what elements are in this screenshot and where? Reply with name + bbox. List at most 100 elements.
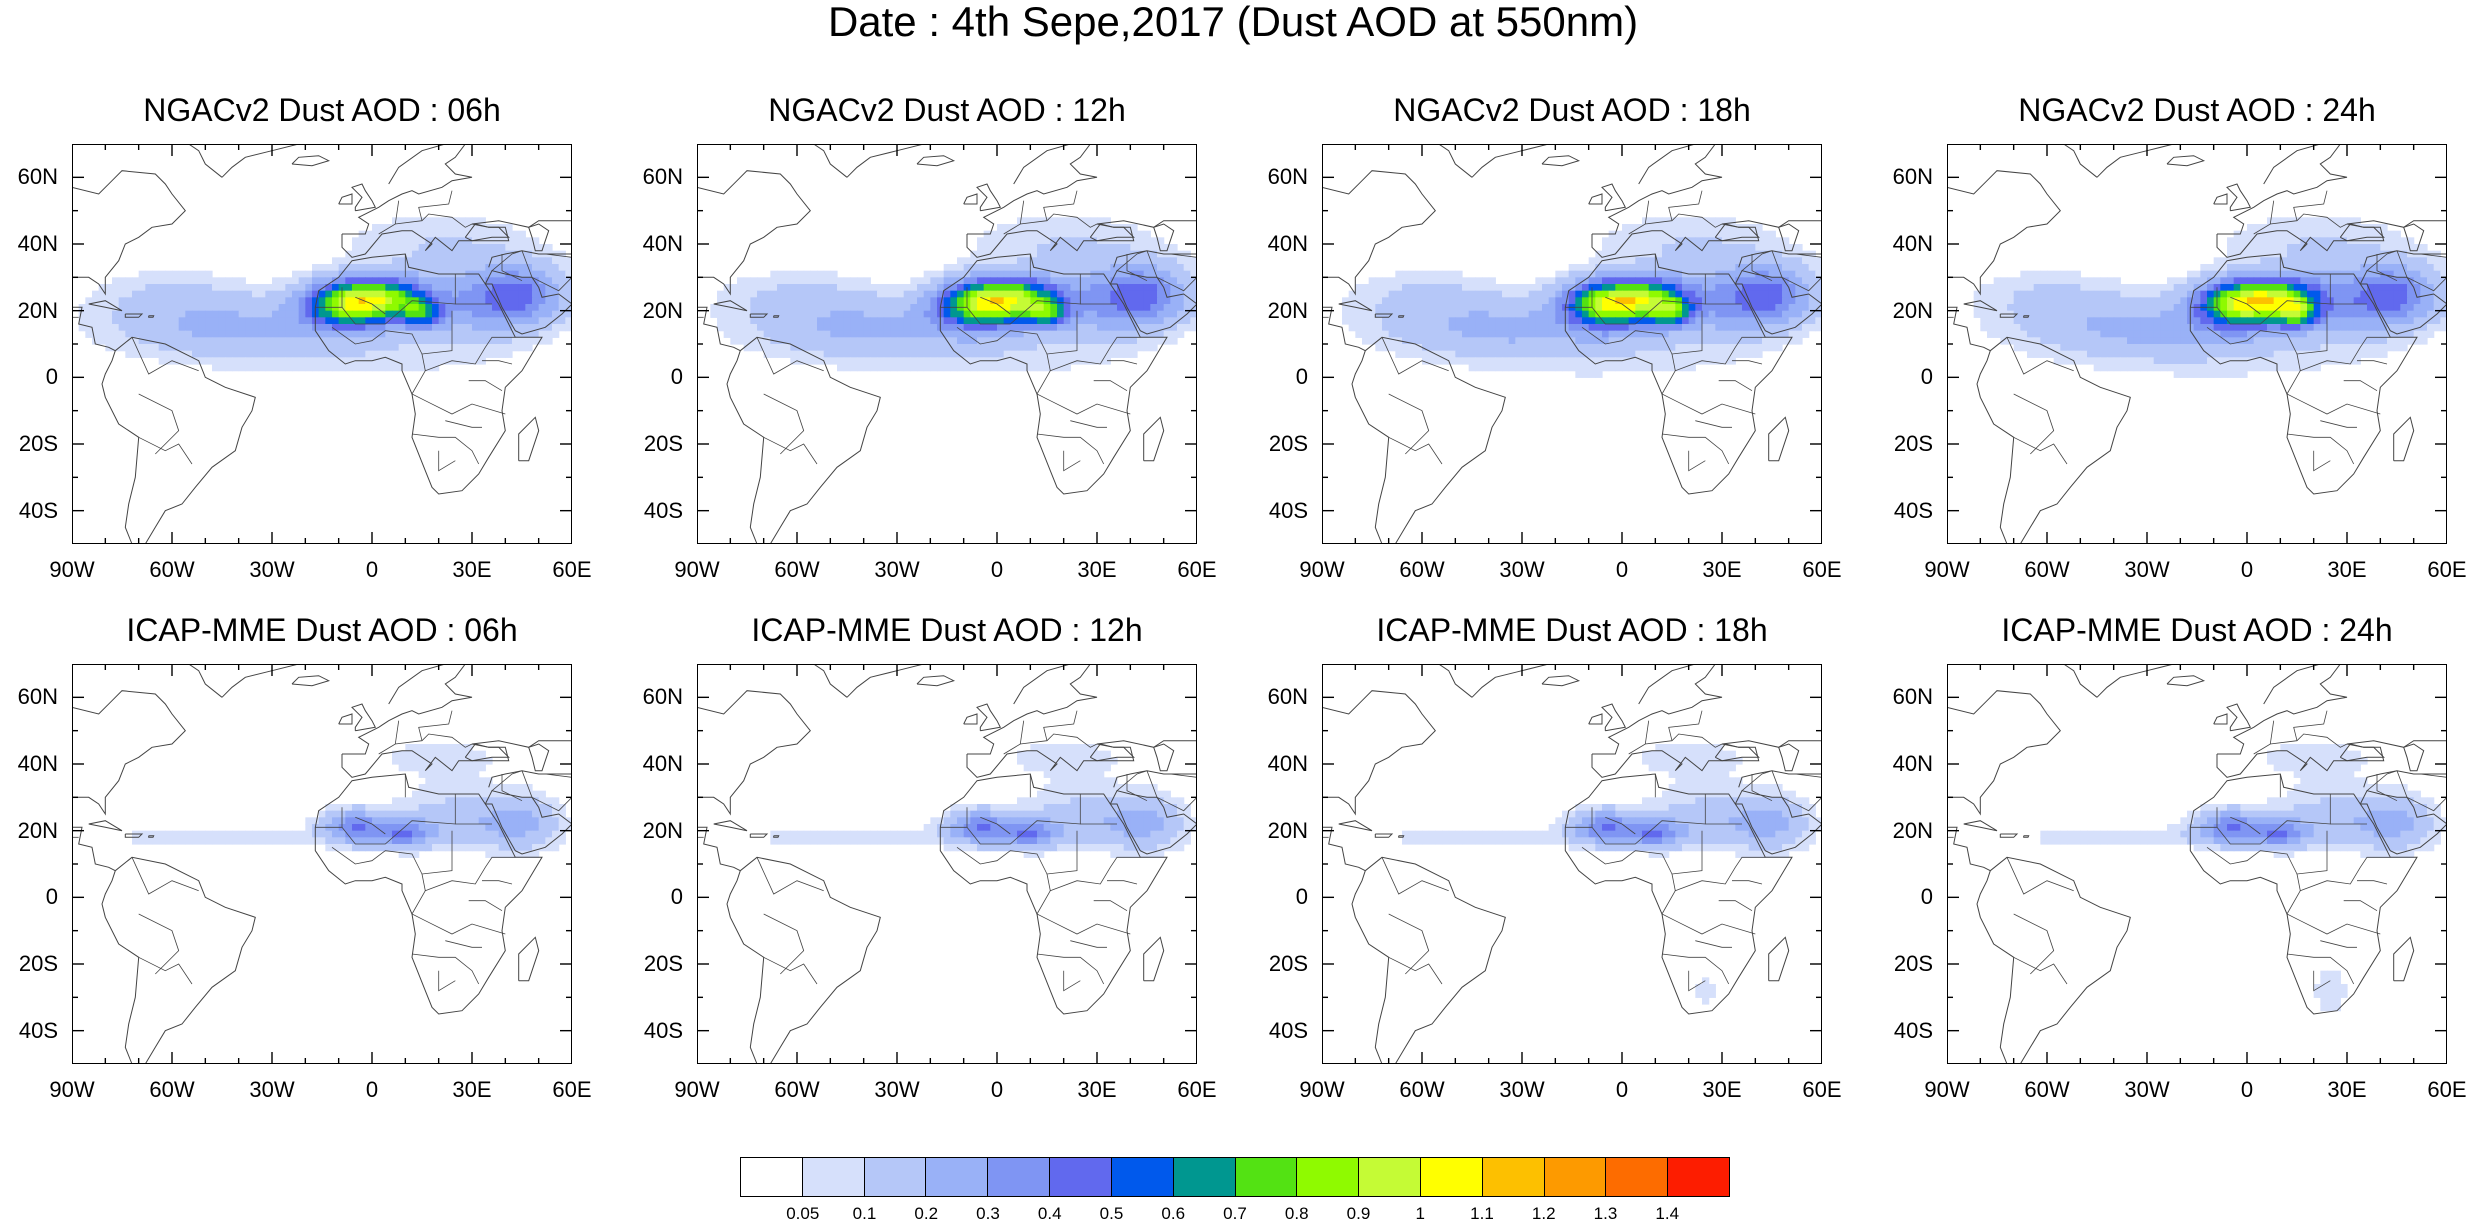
aod-cell xyxy=(305,271,312,278)
aod-cell xyxy=(259,297,266,304)
aod-cell xyxy=(305,337,312,344)
aod-cell xyxy=(2354,311,2361,318)
aod-cell xyxy=(870,291,877,298)
aod-cell xyxy=(2280,284,2287,291)
aod-cell xyxy=(1422,337,1429,344)
aod-cell xyxy=(1575,337,1582,344)
aod-cell xyxy=(239,304,246,311)
aod-cell xyxy=(870,364,877,371)
aod-cell xyxy=(485,324,492,331)
aod-cell xyxy=(1104,317,1111,324)
aod-cell xyxy=(1609,304,1616,311)
aod-cell xyxy=(1415,311,1422,318)
aod-cell xyxy=(2100,311,2107,318)
aod-cell xyxy=(1702,324,1709,331)
aod-cell xyxy=(2034,317,2041,324)
aod-cell xyxy=(1030,317,1037,324)
aod-cell xyxy=(2294,244,2301,251)
aod-cell xyxy=(399,284,406,291)
aod-cell xyxy=(1795,317,1802,324)
aod-cell xyxy=(1402,351,1409,358)
aod-cell xyxy=(345,284,352,291)
aod-cell xyxy=(1655,231,1662,238)
aod-cell xyxy=(2067,337,2074,344)
aod-cell xyxy=(1449,344,1456,351)
aod-cell xyxy=(950,291,957,298)
aod-cell xyxy=(717,311,724,318)
aod-cell xyxy=(2080,277,2087,284)
aod-cell xyxy=(1529,317,1536,324)
aod-cell xyxy=(1409,317,1416,324)
aod-cell xyxy=(2067,317,2074,324)
aod-cell xyxy=(212,291,219,298)
aod-cell xyxy=(2414,271,2421,278)
aod-cell xyxy=(419,257,426,264)
aod-cell xyxy=(2094,331,2101,338)
aod-cell xyxy=(1649,277,1656,284)
aod-cell xyxy=(2334,284,2341,291)
aod-cell xyxy=(205,344,212,351)
aod-cell xyxy=(1722,331,1729,338)
aod-cell xyxy=(85,317,92,324)
aod-cell xyxy=(1709,291,1716,298)
aod-cell xyxy=(1529,344,1536,351)
aod-cell xyxy=(1635,304,1642,311)
aod-cell xyxy=(379,344,386,351)
aod-cell xyxy=(2040,337,2047,344)
aod-cell xyxy=(2087,337,2094,344)
aod-cell xyxy=(519,231,526,238)
aod-cell xyxy=(2320,224,2327,231)
aod-cell xyxy=(1057,244,1064,251)
aod-cell xyxy=(292,271,299,278)
aod-cell xyxy=(332,284,339,291)
aod-cell xyxy=(857,311,864,318)
aod-cell xyxy=(2274,237,2281,244)
aod-cell xyxy=(1409,284,1416,291)
aod-cell xyxy=(2074,304,2081,311)
aod-cell xyxy=(465,284,472,291)
aod-cell xyxy=(2180,337,2187,344)
aod-cell xyxy=(1702,251,1709,258)
aod-cell xyxy=(1409,351,1416,358)
aod-cell xyxy=(345,331,352,338)
aod-cell xyxy=(1689,224,1696,231)
aod-cell xyxy=(824,324,831,331)
aod-cell xyxy=(2180,297,2187,304)
aod-cell xyxy=(1702,311,1709,318)
lat-tick-label: 0 xyxy=(1296,366,1308,388)
aod-cell xyxy=(2327,231,2334,238)
aod-cell xyxy=(1495,357,1502,364)
aod-cell xyxy=(1515,317,1522,324)
aod-cell xyxy=(2054,344,2061,351)
aod-cell xyxy=(850,331,857,338)
aod-cell xyxy=(2260,237,2267,244)
aod-cell xyxy=(1702,224,1709,231)
aod-cell xyxy=(2107,304,2114,311)
aod-cell xyxy=(145,351,152,358)
aod-cell xyxy=(977,304,984,311)
aod-cell xyxy=(1422,324,1429,331)
aod-cell xyxy=(2380,284,2387,291)
aod-cell xyxy=(2320,217,2327,224)
aod-cell xyxy=(2354,244,2361,251)
aod-cell xyxy=(479,317,486,324)
aod-cell xyxy=(1469,291,1476,298)
aod-cell xyxy=(784,317,791,324)
aod-cell xyxy=(1170,311,1177,318)
aod-cell xyxy=(2140,317,2147,324)
aod-cell xyxy=(1057,297,1064,304)
aod-cell xyxy=(870,297,877,304)
aod-cell xyxy=(1130,277,1137,284)
aod-cell xyxy=(305,291,312,298)
aod-cell xyxy=(1682,324,1689,331)
aod-cell xyxy=(2340,257,2347,264)
aod-cell xyxy=(1789,264,1796,271)
aod-cell xyxy=(245,337,252,344)
aod-cell xyxy=(924,337,931,344)
aod-cell xyxy=(1642,344,1649,351)
aod-cell xyxy=(85,331,92,338)
aod-cell xyxy=(2074,277,2081,284)
aod-cell xyxy=(1615,251,1622,258)
aod-cell xyxy=(472,344,479,351)
aod-cell xyxy=(285,357,292,364)
